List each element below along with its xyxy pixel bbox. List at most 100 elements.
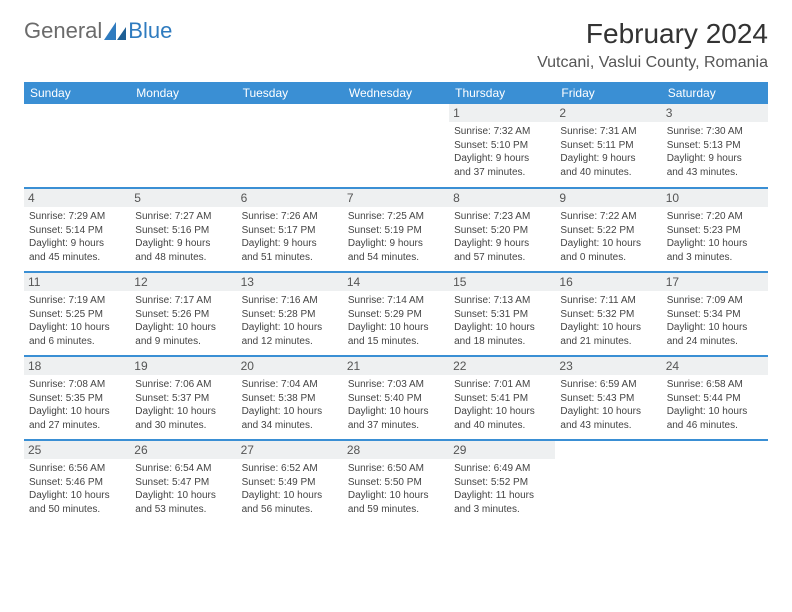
day-number: 11 (24, 273, 130, 291)
calendar-week-row: 11Sunrise: 7:19 AMSunset: 5:25 PMDayligh… (24, 272, 768, 356)
daylight-text: Daylight: 10 hours (135, 405, 231, 419)
sunset-text: Sunset: 5:46 PM (29, 476, 125, 490)
daylight-text-2: and 43 minutes. (560, 419, 656, 433)
daylight-text-2: and 3 minutes. (454, 503, 550, 517)
sunset-text: Sunset: 5:20 PM (454, 224, 550, 238)
daylight-text: Daylight: 10 hours (667, 405, 763, 419)
page-header: General Blue February 2024 Vutcani, Vasl… (24, 18, 768, 72)
sunrise-text: Sunrise: 7:20 AM (667, 210, 763, 224)
daylight-text-2: and 24 minutes. (667, 335, 763, 349)
day-number: 12 (130, 273, 236, 291)
calendar-day-cell (237, 104, 343, 188)
calendar-day-cell (130, 104, 236, 188)
daylight-text: Daylight: 10 hours (454, 321, 550, 335)
sunset-text: Sunset: 5:38 PM (242, 392, 338, 406)
calendar-week-row: 25 Sunrise: 6:56 AMSunset: 5:46 PM Dayligh… (24, 440, 768, 524)
sunrise-text: Sunrise: 7:22 AM (560, 210, 656, 224)
sunrise-text: Sunrise: 7:26 AM (242, 210, 338, 224)
day-number: 14 (343, 273, 449, 291)
day-number: 27 (237, 441, 343, 459)
sunrise-text: Sunrise: 6:56 AM (29, 462, 125, 476)
daylight-text-2: and 9 minutes. (135, 335, 231, 349)
sunset-text: Sunset: 5:52 PM (454, 476, 550, 490)
daylight-text: Daylight: 9 hours (454, 152, 550, 166)
logo-sail-icon (104, 22, 126, 40)
daylight-text: Daylight: 11 hours (454, 489, 550, 503)
sunset-text: Sunset: 5:29 PM (348, 308, 444, 322)
logo: General Blue (24, 18, 172, 44)
sunrise-text: Sunrise: 7:17 AM (135, 294, 231, 308)
sunset-text: Sunset: 5:47 PM (135, 476, 231, 490)
day-number: 16 (555, 273, 661, 291)
sunset-text: Sunset: 5:50 PM (348, 476, 444, 490)
weekday-header: Wednesday (343, 82, 449, 104)
day-number: 22 (449, 357, 555, 375)
daylight-text-2: and 48 minutes. (135, 251, 231, 265)
calendar-day-cell: 23Sunrise: 6:59 AMSunset: 5:43 PMDayligh… (555, 356, 661, 440)
sunset-text: Sunset: 5:23 PM (667, 224, 763, 238)
daylight-text-2: and 30 minutes. (135, 419, 231, 433)
daylight-text: Daylight: 10 hours (29, 321, 125, 335)
sunrise-text: Sunrise: 7:16 AM (242, 294, 338, 308)
location-subtitle: Vutcani, Vaslui County, Romania (537, 54, 768, 72)
sunrise-text: Sunrise: 7:11 AM (560, 294, 656, 308)
sunset-text: Sunset: 5:34 PM (667, 308, 763, 322)
sunset-text: Sunset: 5:25 PM (29, 308, 125, 322)
daylight-text: Daylight: 10 hours (135, 489, 231, 503)
calendar-day-cell (343, 104, 449, 188)
sunrise-text: Sunrise: 7:08 AM (29, 378, 125, 392)
calendar-day-cell (24, 104, 130, 188)
daylight-text: Daylight: 9 hours (667, 152, 763, 166)
daylight-text-2: and 43 minutes. (667, 166, 763, 180)
daylight-text: Daylight: 9 hours (348, 237, 444, 251)
daylight-text-2: and 37 minutes. (348, 419, 444, 433)
daylight-text-2: and 59 minutes. (348, 503, 444, 517)
sunrise-text: Sunrise: 7:09 AM (667, 294, 763, 308)
day-number: 4 (24, 189, 130, 207)
day-number: 1 (449, 104, 555, 122)
calendar-day-cell: 2Sunrise: 7:31 AMSunset: 5:11 PMDaylight… (555, 104, 661, 188)
sunrise-text: Sunrise: 7:06 AM (135, 378, 231, 392)
calendar-day-cell: 24Sunrise: 6:58 AMSunset: 5:44 PMDayligh… (662, 356, 768, 440)
sunset-text: Sunset: 5:43 PM (560, 392, 656, 406)
daylight-text-2: and 50 minutes. (29, 503, 125, 517)
day-number: 13 (237, 273, 343, 291)
calendar-day-cell: 10Sunrise: 7:20 AMSunset: 5:23 PMDayligh… (662, 188, 768, 272)
sunrise-text: Sunrise: 6:59 AM (560, 378, 656, 392)
day-number: 25 (24, 441, 130, 459)
calendar-day-cell: 6Sunrise: 7:26 AMSunset: 5:17 PMDaylight… (237, 188, 343, 272)
daylight-text: Daylight: 9 hours (560, 152, 656, 166)
sunset-text: Sunset: 5:17 PM (242, 224, 338, 238)
title-block: February 2024 Vutcani, Vaslui County, Ro… (537, 18, 768, 72)
sunrise-text: Sunrise: 7:29 AM (29, 210, 125, 224)
day-number: 20 (237, 357, 343, 375)
daylight-text: Daylight: 10 hours (560, 321, 656, 335)
daylight-text-2: and 51 minutes. (242, 251, 338, 265)
daylight-text: Daylight: 10 hours (560, 405, 656, 419)
weekday-header: Saturday (662, 82, 768, 104)
daylight-text: Daylight: 10 hours (454, 405, 550, 419)
sunrise-text: Sunrise: 7:23 AM (454, 210, 550, 224)
calendar-day-cell (662, 440, 768, 524)
calendar-day-cell: 25Sunrise: 6:56 AMSunset: 5:46 PMDayligh… (24, 440, 130, 524)
daylight-text: Daylight: 10 hours (29, 405, 125, 419)
sunset-text: Sunset: 5:19 PM (348, 224, 444, 238)
sunrise-text: Sunrise: 7:30 AM (667, 125, 763, 139)
daylight-text: Daylight: 10 hours (242, 405, 338, 419)
daylight-text: Daylight: 10 hours (348, 321, 444, 335)
sunset-text: Sunset: 5:49 PM (242, 476, 338, 490)
sunset-text: Sunset: 5:32 PM (560, 308, 656, 322)
day-number: 6 (237, 189, 343, 207)
sunrise-text: Sunrise: 7:13 AM (454, 294, 550, 308)
sunset-text: Sunset: 5:26 PM (135, 308, 231, 322)
day-number: 15 (449, 273, 555, 291)
calendar-day-cell: 19Sunrise: 7:06 AMSunset: 5:37 PMDayligh… (130, 356, 236, 440)
day-number: 2 (555, 104, 661, 122)
daylight-text-2: and 40 minutes. (454, 419, 550, 433)
calendar-day-cell: 29Sunrise: 6:49 AMSunset: 5:52 PMDayligh… (449, 440, 555, 524)
sunrise-text: Sunrise: 7:04 AM (242, 378, 338, 392)
daylight-text-2: and 54 minutes. (348, 251, 444, 265)
sunset-text: Sunset: 5:41 PM (454, 392, 550, 406)
day-number: 5 (130, 189, 236, 207)
calendar-day-cell: 21Sunrise: 7:03 AMSunset: 5:40 PMDayligh… (343, 356, 449, 440)
